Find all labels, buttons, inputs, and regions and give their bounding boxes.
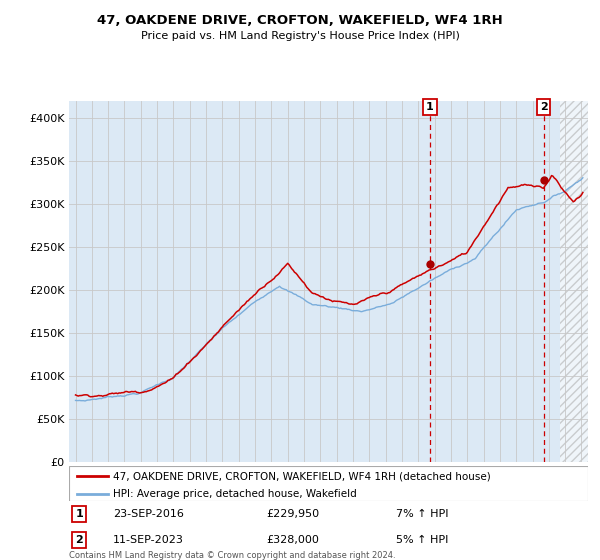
Text: 1: 1 [426,102,434,112]
Text: 23-SEP-2016: 23-SEP-2016 [113,509,184,519]
Text: 7% ↑ HPI: 7% ↑ HPI [396,509,448,519]
Text: 47, OAKDENE DRIVE, CROFTON, WAKEFIELD, WF4 1RH (detached house): 47, OAKDENE DRIVE, CROFTON, WAKEFIELD, W… [113,471,491,481]
Text: Price paid vs. HM Land Registry's House Price Index (HPI): Price paid vs. HM Land Registry's House … [140,31,460,41]
Text: £328,000: £328,000 [266,535,319,545]
Text: Contains HM Land Registry data © Crown copyright and database right 2024.
This d: Contains HM Land Registry data © Crown c… [69,551,395,560]
Text: HPI: Average price, detached house, Wakefield: HPI: Average price, detached house, Wake… [113,488,357,498]
Text: 2: 2 [540,102,548,112]
Text: 47, OAKDENE DRIVE, CROFTON, WAKEFIELD, WF4 1RH: 47, OAKDENE DRIVE, CROFTON, WAKEFIELD, W… [97,14,503,27]
FancyBboxPatch shape [69,466,588,501]
Text: £229,950: £229,950 [266,509,319,519]
Text: 2: 2 [75,535,83,545]
Text: 11-SEP-2023: 11-SEP-2023 [113,535,184,545]
Text: 5% ↑ HPI: 5% ↑ HPI [396,535,448,545]
Bar [560,101,588,462]
Text: 1: 1 [75,509,83,519]
